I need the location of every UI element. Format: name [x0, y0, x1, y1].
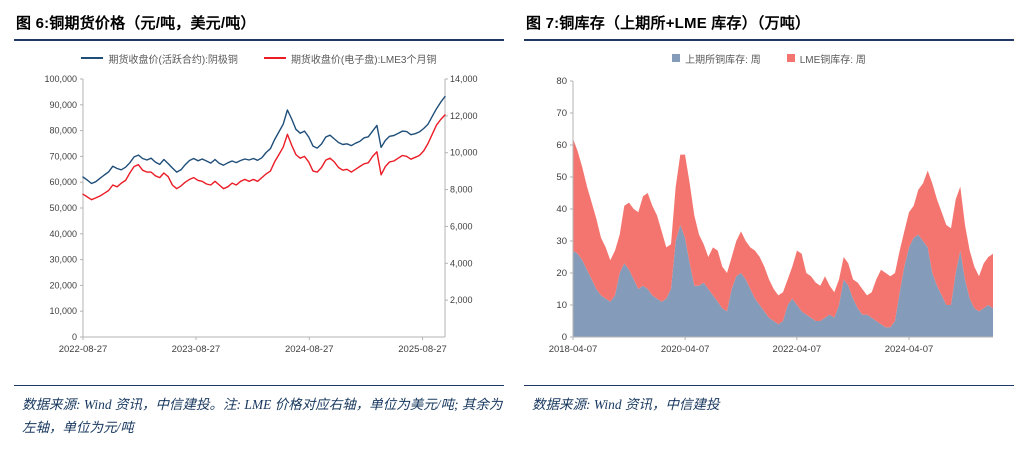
svg-text:0: 0: [72, 332, 77, 342]
legend-label: LME铜库存: 周: [799, 54, 866, 66]
legend-label: 期货收盘价(电子盘):LME3个月铜: [290, 54, 437, 66]
svg-text:10: 10: [556, 300, 567, 311]
svg-text:70: 70: [556, 108, 567, 119]
figure6-source-note: 数据来源: Wind 资讯，中信建投。注: LME 价格对应右轴，单位为美元/吨…: [22, 397, 503, 435]
legend-item-shfe-futures: 期货收盘价(活跃合约):阴极铜: [81, 51, 238, 66]
svg-text:40: 40: [556, 204, 567, 215]
svg-text:90,000: 90,000: [49, 100, 77, 110]
svg-text:4,000: 4,000: [450, 258, 473, 268]
svg-text:10,000: 10,000: [49, 306, 77, 316]
svg-text:70,000: 70,000: [49, 151, 77, 161]
lme-line-swatch: [263, 57, 286, 59]
shfe-box-swatch: [672, 54, 681, 62]
stocks-legend: 上期所铜库存: 周 LME铜库存: 周: [524, 49, 1014, 67]
figure7-footer-rule: [524, 385, 1014, 386]
svg-text:20: 20: [556, 268, 567, 279]
figure6-footer-rule: [14, 385, 504, 386]
svg-text:2018-04-07: 2018-04-07: [549, 344, 598, 355]
svg-text:2022-08-27: 2022-08-27: [59, 344, 108, 355]
figure6-title: 图 6:铜期货价格（元/吨，美元/吨）: [16, 15, 256, 32]
svg-text:80: 80: [556, 76, 567, 87]
figure7-title-rule: [524, 39, 1014, 41]
svg-text:30,000: 30,000: [49, 255, 77, 265]
svg-text:8,000: 8,000: [450, 185, 473, 195]
legend-item-lme-stock: LME铜库存: 周: [786, 51, 866, 66]
svg-text:100,000: 100,000: [44, 74, 77, 84]
figure7-panel: 图 7:铜库存（上期所+LME 库存）（万吨） 上期所铜库存: 周 LME铜库存…: [524, 10, 1014, 417]
legend-label: 上期所铜库存: 周: [685, 54, 761, 66]
figure6-title-rule: [14, 39, 504, 41]
figure6-panel: 图 6:铜期货价格（元/吨，美元/吨） 期货收盘价(活跃合约):阴极铜 期货收盘…: [14, 10, 504, 440]
copper-inventory-chart: 0 10 20 30 40 50 60 70 80 2018-04-07 2020-04-07 202…: [549, 76, 993, 355]
svg-text:2025-08-27: 2025-08-27: [398, 344, 447, 355]
svg-text:10,000: 10,000: [450, 148, 478, 158]
svg-text:40,000: 40,000: [49, 229, 77, 239]
svg-text:0: 0: [562, 332, 567, 343]
svg-text:2020-04-07: 2020-04-07: [661, 344, 710, 355]
svg-text:2024-04-07: 2024-04-07: [885, 344, 934, 355]
svg-text:2022-04-07: 2022-04-07: [773, 344, 822, 355]
figure7-source-note: 数据来源: Wind 资讯，中信建投: [532, 397, 720, 412]
svg-text:80,000: 80,000: [49, 126, 77, 136]
shfe-line-swatch: [81, 57, 104, 59]
figure7-title: 图 7:铜库存（上期所+LME 库存）（万吨）: [526, 15, 811, 32]
svg-text:2,000: 2,000: [450, 295, 473, 305]
svg-text:60: 60: [556, 140, 567, 151]
svg-text:50: 50: [556, 172, 567, 183]
copper-futures-price-chart: 0 10,000 20,000 30,000 40,000 50,000 60,000 70,…: [44, 74, 478, 355]
lme-box-swatch: [786, 54, 795, 62]
svg-text:30: 30: [556, 236, 567, 247]
svg-text:6,000: 6,000: [450, 221, 473, 231]
svg-text:12,000: 12,000: [450, 111, 478, 121]
legend-item-lme-futures: 期货收盘价(电子盘):LME3个月铜: [263, 51, 437, 66]
svg-text:60,000: 60,000: [49, 177, 77, 187]
futures-legend: 期货收盘价(活跃合约):阴极铜 期货收盘价(电子盘):LME3个月铜: [14, 49, 504, 67]
svg-text:14,000: 14,000: [450, 74, 478, 84]
legend-item-shfe-stock: 上期所铜库存: 周: [672, 51, 761, 66]
svg-text:2024-08-27: 2024-08-27: [285, 344, 334, 355]
svg-text:20,000: 20,000: [49, 280, 77, 290]
legend-label: 期货收盘价(活跃合约):阴极铜: [108, 54, 238, 66]
svg-text:2023-08-27: 2023-08-27: [172, 344, 221, 355]
svg-text:50,000: 50,000: [49, 203, 77, 213]
